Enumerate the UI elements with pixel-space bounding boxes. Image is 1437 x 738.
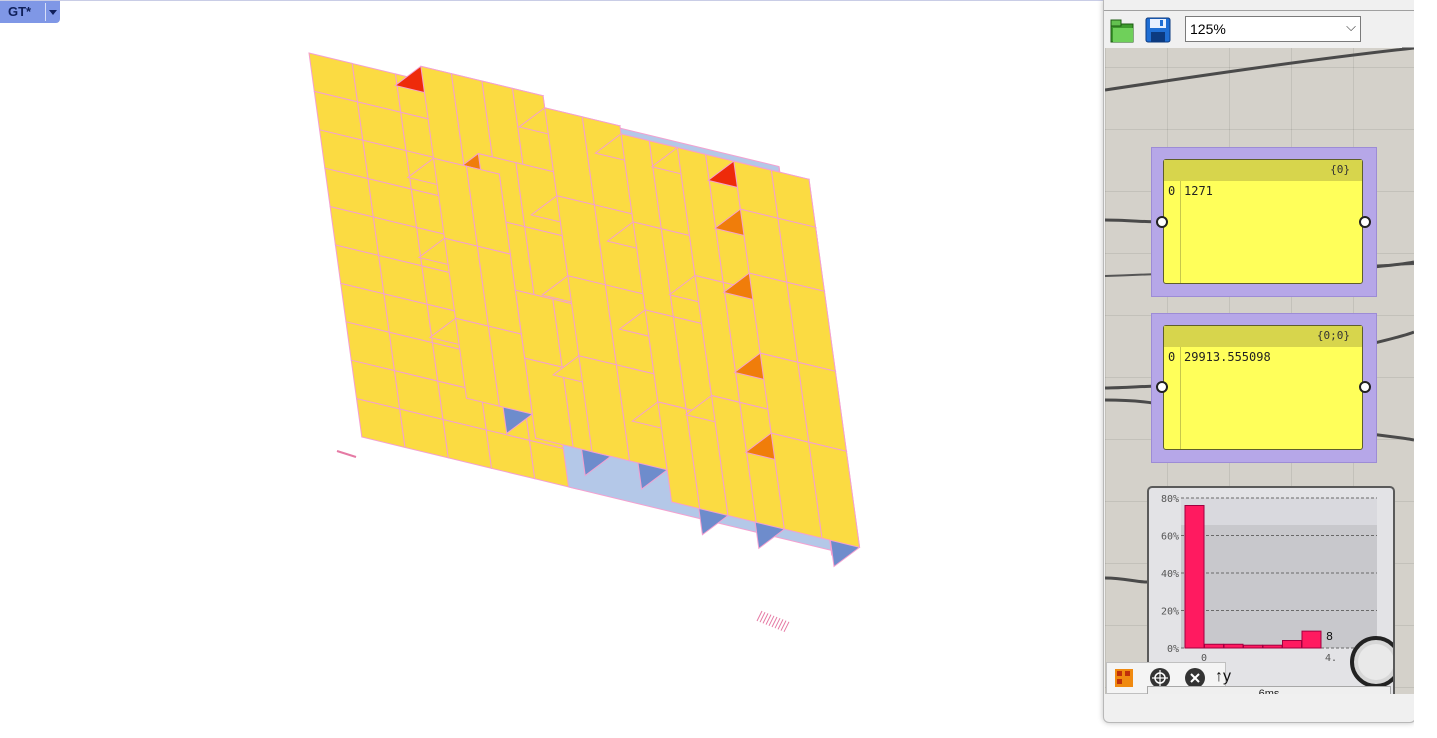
open-file-icon[interactable] (1109, 16, 1137, 44)
panel-value: 29913.555098 (1184, 350, 1271, 364)
cluster-icon[interactable] (1149, 667, 1171, 689)
histogram-bar (1243, 644, 1263, 649)
viewport-menu-dropdown-icon[interactable] (45, 3, 60, 21)
grasshopper-panel: 125% ⌵ ▾ {0} 0 1271 (1103, 0, 1416, 723)
support-hatch (777, 619, 784, 630)
histogram-bar (1282, 640, 1302, 649)
panel-path: {0;0} (1316, 329, 1350, 342)
support-hatch (756, 610, 763, 622)
right-margin (1414, 0, 1437, 737)
chevron-down-icon: ⌵ (1346, 19, 1356, 34)
output-grip[interactable] (1359, 216, 1371, 228)
support-hatch (762, 613, 769, 624)
panel-component-1[interactable]: {0} 0 1271 (1163, 159, 1363, 284)
close-x-icon[interactable] (1184, 667, 1206, 689)
histogram-bar (1223, 643, 1244, 649)
panel-index: 0 (1168, 350, 1176, 364)
viewport-title: GT* (8, 4, 32, 19)
support-hatch (771, 616, 778, 628)
gh-toolbar: 125% ⌵ ▾ (1104, 10, 1415, 59)
save-disk-icon[interactable] (1144, 16, 1172, 44)
panel-path: {0} (1330, 163, 1350, 176)
dial-face (1358, 644, 1393, 680)
support-hatch (783, 621, 790, 633)
y-tick-label: 80% (1161, 494, 1179, 505)
support-hatch (759, 611, 766, 623)
panel-value: 1271 (1184, 184, 1213, 198)
plot-highlight (1181, 498, 1377, 525)
support-hatch (765, 614, 772, 625)
histogram-chart: 0% 20% 40% 60% 80% 8 0 4. (1161, 494, 1393, 688)
support-hatch (780, 620, 787, 631)
solve-time: 6ms (1258, 688, 1280, 694)
y-tick-label: 0% (1167, 644, 1179, 655)
y-tick-label: 20% (1161, 607, 1179, 618)
y-tick-label: 40% (1161, 569, 1179, 580)
panel-divider (1180, 181, 1181, 283)
input-grip[interactable] (1156, 216, 1168, 228)
viewport-title-button[interactable]: GT* (0, 1, 60, 23)
box-front (487, 325, 533, 415)
zoom-value: 125% (1190, 21, 1226, 37)
zoom-select[interactable]: 125% ⌵ (1185, 16, 1361, 42)
histogram-component[interactable]: 0% 20% 40% 60% 80% 8 0 4. (1147, 486, 1395, 694)
panel-index: 0 (1168, 184, 1176, 198)
wall-model[interactable] (0, 1, 1100, 738)
panel-header: {0} (1164, 160, 1362, 181)
count-label: 8 (1326, 630, 1333, 643)
output-grip[interactable] (1359, 381, 1371, 393)
box-front (808, 441, 861, 548)
arrow-y-icon[interactable]: ↑y (1215, 668, 1231, 685)
y-tick-label: 60% (1161, 532, 1179, 543)
histogram-bar (1301, 630, 1322, 649)
x-left-label: 0 (1201, 653, 1207, 664)
gh-canvas[interactable]: {0} 0 1271 {0;0} 0 29913.555098 0% 20% 40%… (1105, 48, 1414, 694)
support-hatch (336, 450, 357, 458)
histogram-bar (1204, 643, 1224, 649)
support-hatch (768, 615, 775, 627)
support-hatch (774, 617, 781, 629)
panel-divider (1180, 347, 1181, 449)
histogram-bar (1262, 644, 1283, 649)
panel-component-2[interactable]: {0;0} 0 29913.555098 (1163, 325, 1363, 450)
swatch-icon[interactable] (1113, 667, 1135, 689)
panel-header: {0;0} (1164, 326, 1362, 347)
histogram-bar (1184, 505, 1205, 649)
status-bar: 6ms (1147, 686, 1391, 694)
input-grip[interactable] (1156, 381, 1168, 393)
x-right-label: 4. (1325, 653, 1337, 664)
